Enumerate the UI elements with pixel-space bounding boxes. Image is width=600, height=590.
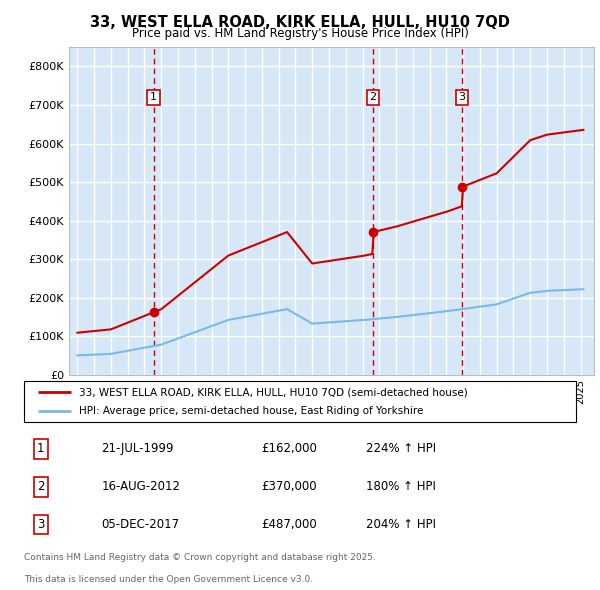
Text: HPI: Average price, semi-detached house, East Riding of Yorkshire: HPI: Average price, semi-detached house,… <box>79 406 424 416</box>
Text: 224% ↑ HPI: 224% ↑ HPI <box>366 442 436 455</box>
Text: £162,000: £162,000 <box>262 442 317 455</box>
Text: 1: 1 <box>150 92 157 102</box>
Text: 3: 3 <box>37 518 44 531</box>
Text: 2: 2 <box>37 480 44 493</box>
Text: 204% ↑ HPI: 204% ↑ HPI <box>366 518 436 531</box>
Text: 3: 3 <box>458 92 466 102</box>
Text: 33, WEST ELLA ROAD, KIRK ELLA, HULL, HU10 7QD: 33, WEST ELLA ROAD, KIRK ELLA, HULL, HU1… <box>90 15 510 30</box>
Text: 21-JUL-1999: 21-JUL-1999 <box>101 442 174 455</box>
Text: 180% ↑ HPI: 180% ↑ HPI <box>366 480 436 493</box>
Text: 16-AUG-2012: 16-AUG-2012 <box>101 480 180 493</box>
Text: Contains HM Land Registry data © Crown copyright and database right 2025.: Contains HM Land Registry data © Crown c… <box>24 553 376 562</box>
Text: This data is licensed under the Open Government Licence v3.0.: This data is licensed under the Open Gov… <box>24 575 313 584</box>
Text: £370,000: £370,000 <box>262 480 317 493</box>
Text: 2: 2 <box>370 92 376 102</box>
Text: £487,000: £487,000 <box>262 518 317 531</box>
Text: 33, WEST ELLA ROAD, KIRK ELLA, HULL, HU10 7QD (semi-detached house): 33, WEST ELLA ROAD, KIRK ELLA, HULL, HU1… <box>79 387 468 397</box>
Text: Price paid vs. HM Land Registry's House Price Index (HPI): Price paid vs. HM Land Registry's House … <box>131 27 469 40</box>
Text: 1: 1 <box>37 442 44 455</box>
FancyBboxPatch shape <box>24 381 576 422</box>
Text: 05-DEC-2017: 05-DEC-2017 <box>101 518 179 531</box>
